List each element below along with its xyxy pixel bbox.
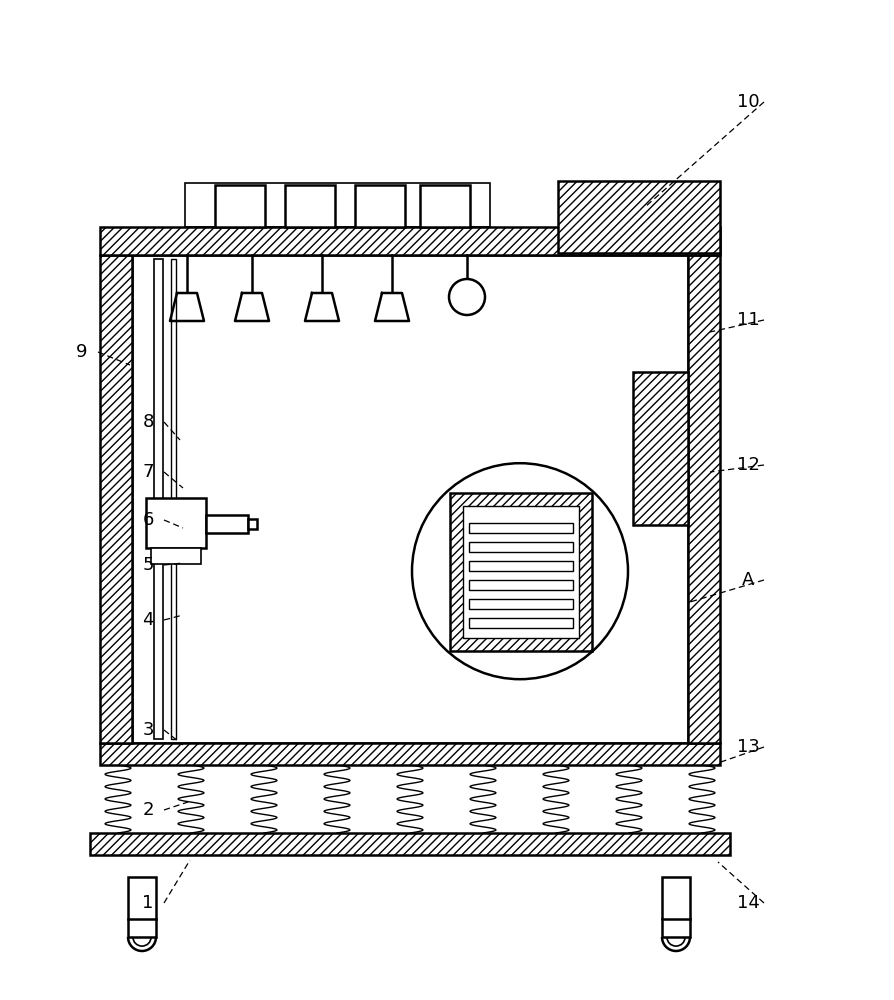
- Text: 12: 12: [736, 456, 759, 474]
- Bar: [100, 255, 131, 743]
- Bar: [468, 561, 572, 571]
- Text: 13: 13: [736, 738, 759, 756]
- Bar: [206, 515, 248, 533]
- Circle shape: [449, 279, 485, 315]
- Text: 6: 6: [142, 511, 154, 529]
- Bar: [215, 185, 265, 227]
- Bar: [100, 227, 719, 255]
- Bar: [146, 498, 206, 548]
- Bar: [90, 833, 730, 855]
- Text: 1: 1: [142, 894, 154, 912]
- Bar: [185, 183, 489, 227]
- Text: 14: 14: [736, 894, 759, 912]
- Text: 7: 7: [142, 463, 154, 481]
- Bar: [462, 506, 578, 638]
- Text: 10: 10: [736, 93, 758, 111]
- Text: 9: 9: [76, 343, 88, 361]
- Bar: [687, 255, 719, 743]
- Bar: [662, 877, 689, 937]
- Bar: [131, 255, 687, 743]
- Text: 4: 4: [142, 611, 154, 629]
- Bar: [284, 185, 334, 227]
- Text: 5: 5: [142, 556, 154, 574]
- Text: A: A: [741, 571, 754, 589]
- Bar: [468, 523, 572, 533]
- Bar: [355, 185, 405, 227]
- Bar: [468, 618, 572, 628]
- Bar: [468, 542, 572, 552]
- Bar: [468, 599, 572, 609]
- Bar: [128, 877, 156, 937]
- Bar: [151, 548, 201, 564]
- Polygon shape: [375, 293, 409, 321]
- Bar: [419, 185, 469, 227]
- Circle shape: [411, 463, 628, 679]
- Bar: [468, 580, 572, 590]
- Bar: [557, 181, 719, 253]
- Bar: [154, 259, 163, 739]
- Text: 11: 11: [736, 311, 758, 329]
- Text: 3: 3: [142, 721, 154, 739]
- Text: 8: 8: [142, 413, 154, 431]
- Bar: [171, 259, 176, 739]
- Bar: [632, 372, 687, 525]
- Bar: [248, 519, 257, 529]
- Bar: [450, 493, 591, 651]
- Text: 2: 2: [142, 801, 154, 819]
- Bar: [100, 743, 719, 765]
- Polygon shape: [235, 293, 269, 321]
- Polygon shape: [170, 293, 204, 321]
- Polygon shape: [305, 293, 339, 321]
